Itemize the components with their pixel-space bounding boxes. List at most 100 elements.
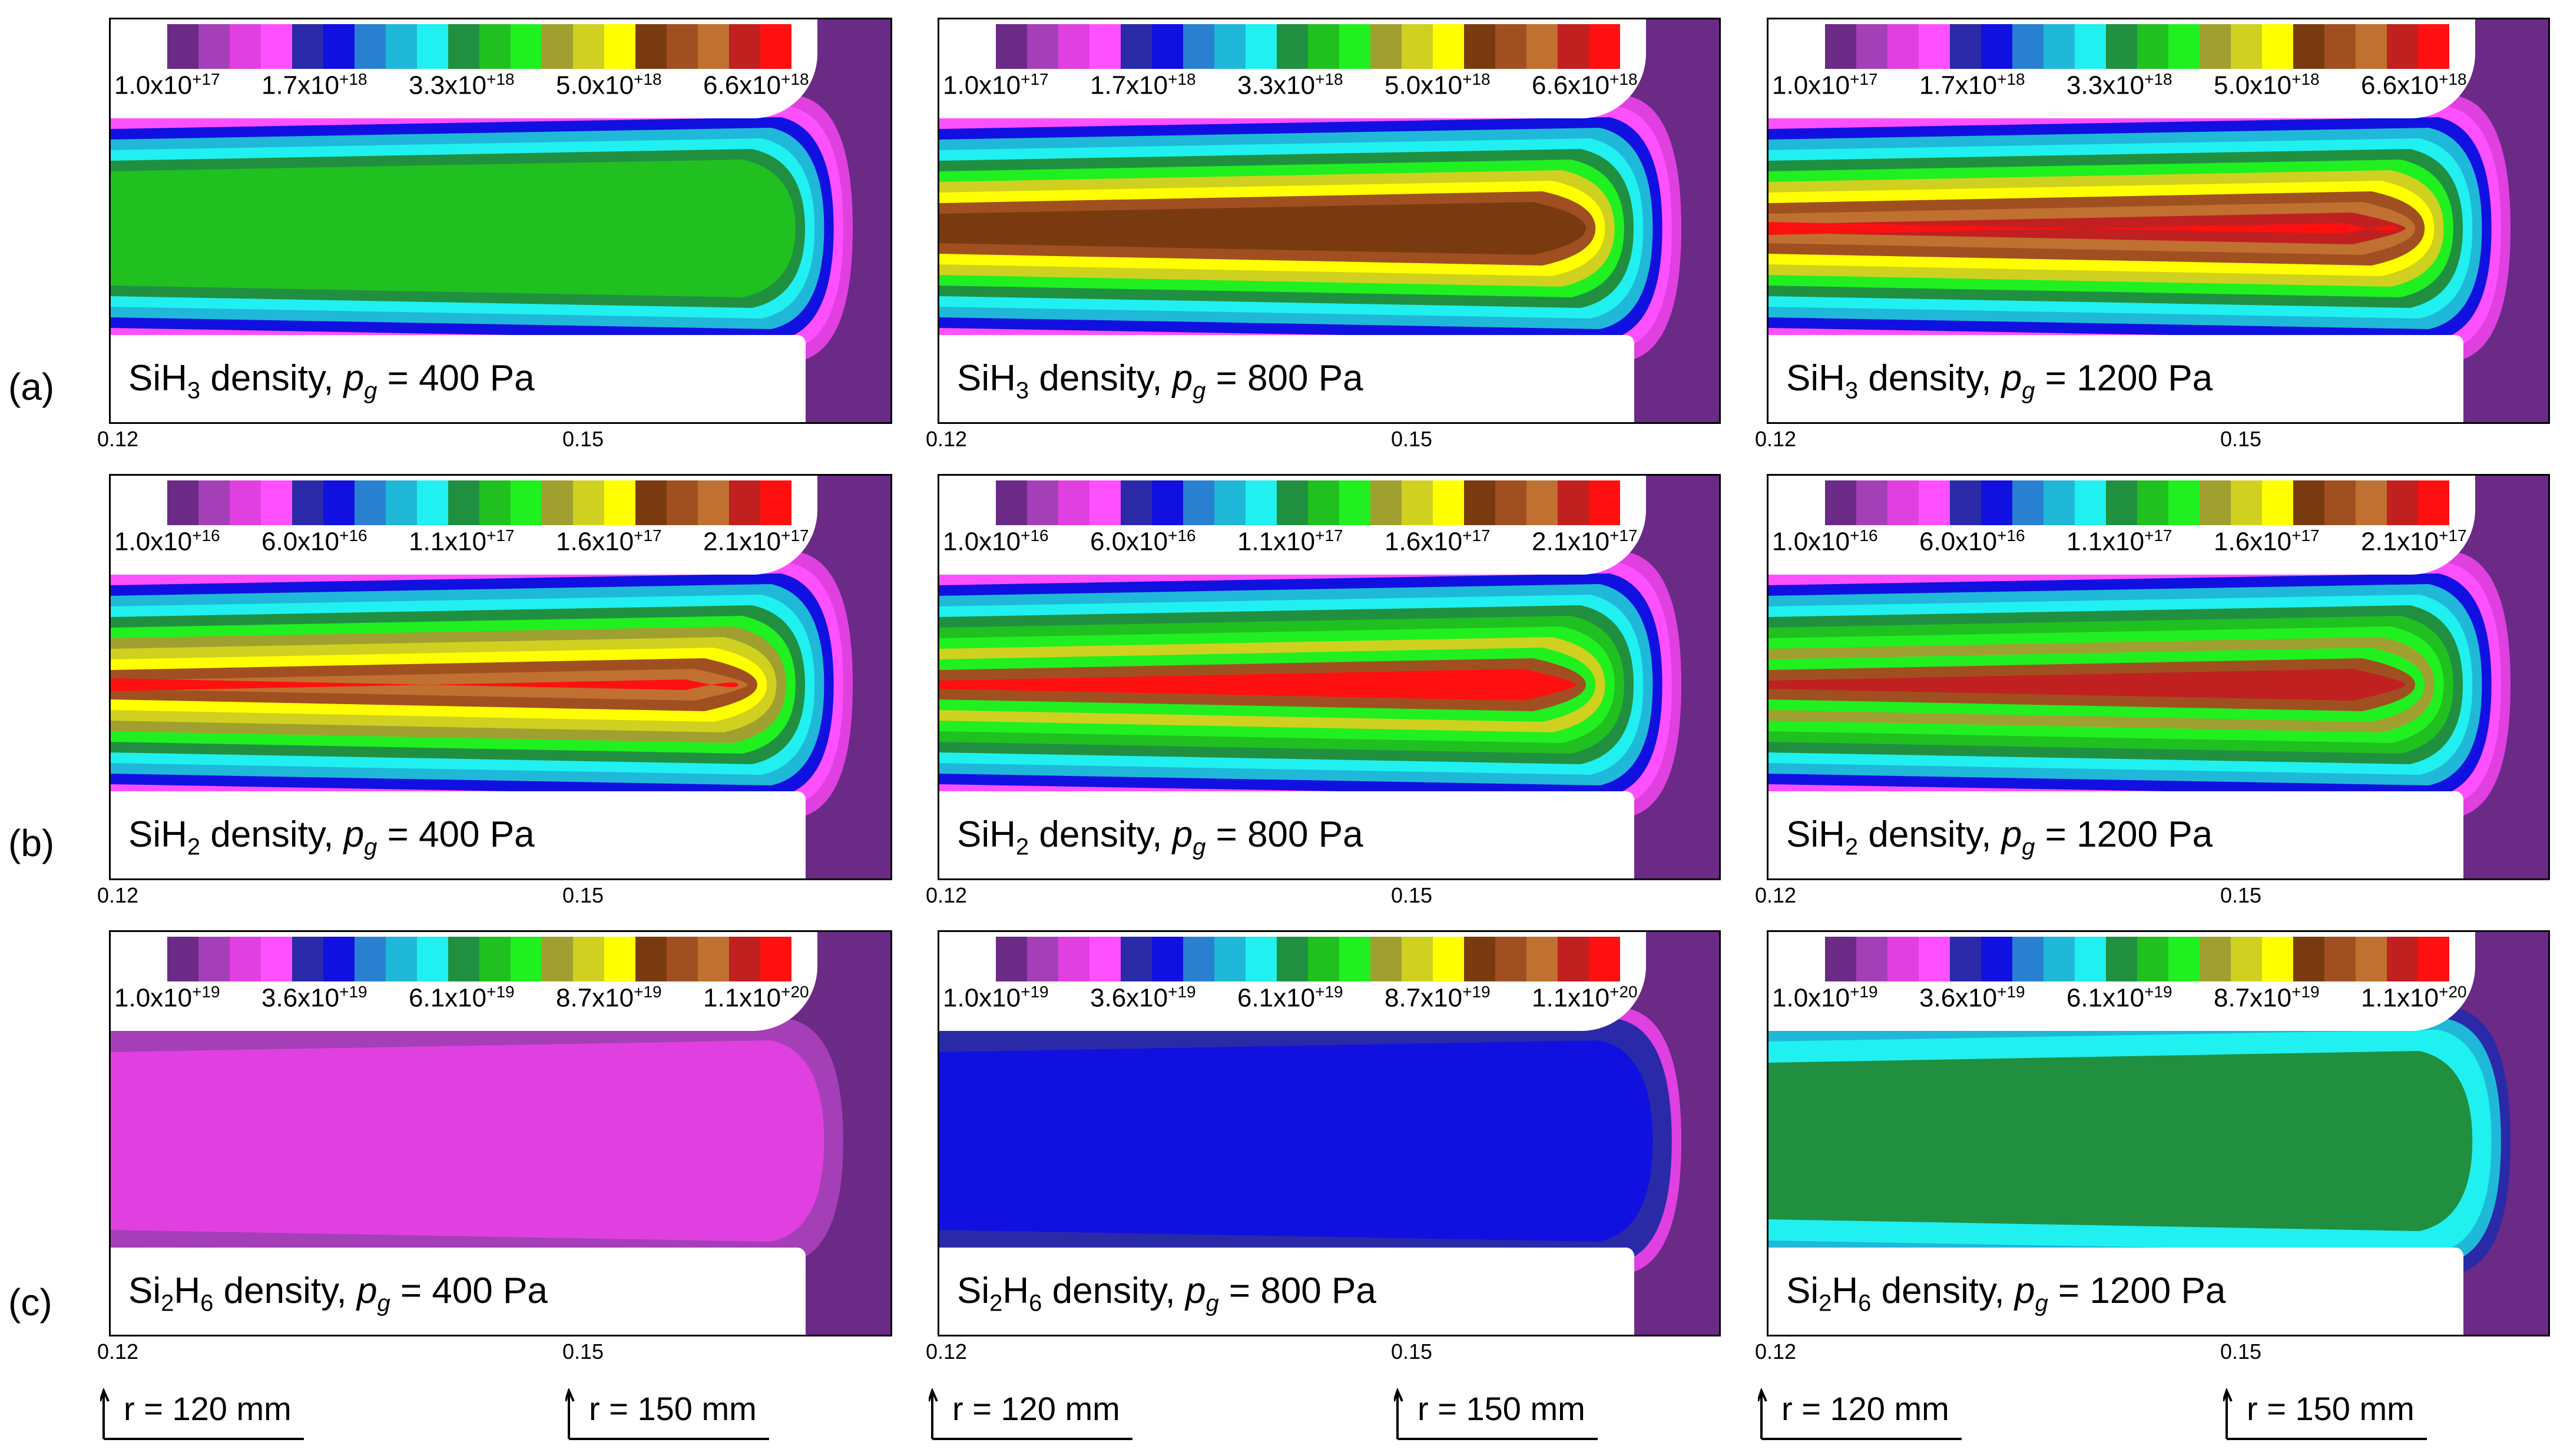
colorbar-swatch: [2075, 937, 2106, 981]
colorbar-tick-label: 3.6x10+19: [1919, 983, 2025, 1013]
density-field: [1768, 932, 2548, 1335]
colorbar-swatch: [2012, 937, 2044, 981]
colorbar-tick-label: 1.1x10+20: [1532, 983, 1638, 1013]
colorbar-swatch: [1152, 480, 1183, 525]
colorbar-swatch: [1027, 937, 1058, 981]
colorbar-swatch: [355, 480, 386, 525]
colorbar-swatch: [1433, 24, 1464, 69]
colorbar-tick-label: 1.0x10+16: [1772, 526, 1878, 556]
row-label: (c): [8, 1281, 52, 1324]
colorbar-swatch: [1589, 480, 1620, 525]
colorbar-swatch: [2293, 24, 2324, 69]
colorbar-swatch: [2293, 480, 2324, 525]
colorbar-swatch: [2168, 24, 2200, 69]
colorbar-swatch: [760, 937, 791, 981]
colorbar-swatch: [198, 24, 230, 69]
colorbar-swatch: [323, 480, 355, 525]
axis-tick-label: 0.15: [562, 427, 604, 451]
colorbar-tick-label: 3.3x10+18: [2066, 70, 2172, 100]
colorbar-swatch: [292, 937, 323, 981]
colorbar-tick-label: 1.0x10+17: [1772, 70, 1878, 100]
axis-tick-label: 0.15: [2220, 883, 2262, 907]
radius-marker: r = 150 mm: [2223, 1388, 2427, 1440]
colorbar-swatch: [386, 480, 417, 525]
colorbar-swatch: [2387, 24, 2418, 69]
colorbar-swatch: [2356, 937, 2387, 981]
colorbar-swatch: [1402, 480, 1433, 525]
colorbar: [167, 24, 791, 69]
colorbar-swatch: [2200, 24, 2231, 69]
colorbar: [996, 24, 1620, 69]
colorbar-swatch: [355, 937, 386, 981]
radius-marker-label: r = 120 mm: [952, 1390, 1120, 1427]
colorbar-swatch: [261, 480, 292, 525]
colorbar: [167, 480, 791, 525]
density-field: [1768, 476, 2548, 878]
panel-caption: SiH2 density, pg = 1200 Pa: [1768, 791, 2463, 878]
colorbar-swatch: [698, 24, 729, 69]
colorbar-swatch: [1825, 24, 1856, 69]
colorbar-tick-label: 6.6x10+18: [1532, 70, 1638, 100]
colorbar-tick-label: 1.7x10+18: [1090, 70, 1196, 100]
colorbar-swatch: [2137, 937, 2168, 981]
colorbar-swatch: [417, 480, 448, 525]
colorbar-swatch: [2168, 480, 2200, 525]
colorbar-swatch: [667, 937, 698, 981]
colorbar-swatch: [2012, 480, 2044, 525]
colorbar-swatch: [323, 937, 355, 981]
axis-tick-label: 0.15: [2220, 1339, 2262, 1364]
colorbar-swatch: [1121, 937, 1152, 981]
colorbar-swatch: [1433, 480, 1464, 525]
colorbar-swatch: [2168, 937, 2200, 981]
radius-marker: r = 120 mm: [929, 1388, 1132, 1440]
colorbar-swatch: [1919, 24, 1950, 69]
colorbar-swatch: [542, 480, 573, 525]
axis-tick-label: 0.12: [926, 883, 968, 907]
colorbar-tick-label: 5.0x10+18: [2214, 70, 2320, 100]
colorbar-swatch: [1526, 24, 1558, 69]
axis-tick-label: 0.12: [1755, 883, 1797, 907]
colorbar-tick-label: 1.7x10+18: [261, 70, 367, 100]
colorbar-swatch: [996, 937, 1027, 981]
colorbar-tick-label: 2.1x10+17: [2361, 526, 2467, 556]
contour-band: [939, 669, 1577, 701]
panel-caption: Si2H6 density, pg = 800 Pa: [939, 1248, 1634, 1335]
colorbar-swatch: [2356, 24, 2387, 69]
colorbar-swatch: [604, 480, 635, 525]
colorbar-tick-label: 5.0x10+18: [556, 70, 662, 100]
colorbar-swatch: [1856, 24, 1887, 69]
colorbar-swatch: [2418, 480, 2449, 525]
colorbar-swatch: [355, 24, 386, 69]
colorbar-swatch: [2106, 937, 2137, 981]
colorbar-swatch: [1495, 937, 1526, 981]
colorbar-swatch: [198, 480, 230, 525]
colorbar-swatch: [1183, 480, 1214, 525]
colorbar-tick-label: 3.3x10+18: [1237, 70, 1343, 100]
density-field: [939, 476, 1719, 878]
density-panel: 1.0x10+17 1.7x10+18 3.3x10+18 5.0x10+18 6.6x…: [109, 18, 892, 424]
colorbar-swatch: [1246, 937, 1277, 981]
colorbar-swatch: [1277, 480, 1308, 525]
colorbar-swatch: [1402, 937, 1433, 981]
density-panel: 1.0x10+19 3.6x10+19 6.1x10+19 8.7x10+19 1.1x…: [109, 930, 892, 1336]
density-panel: 1.0x10+19 3.6x10+19 6.1x10+19 8.7x10+19 1.1x…: [1767, 930, 2550, 1336]
colorbar-swatch: [667, 24, 698, 69]
colorbar-swatch: [2324, 480, 2356, 525]
colorbar-swatch: [2324, 937, 2356, 981]
colorbar-swatch: [448, 937, 479, 981]
colorbar-swatch: [573, 24, 604, 69]
density-panel: 1.0x10+17 1.7x10+18 3.3x10+18 5.0x10+18 6.6x…: [1767, 18, 2550, 424]
radius-marker: r = 120 mm: [1758, 1388, 1962, 1440]
colorbar-swatch: [261, 937, 292, 981]
radius-marker-label: r = 150 mm: [2247, 1390, 2415, 1427]
colorbar-swatch: [542, 937, 573, 981]
colorbar-swatch: [698, 480, 729, 525]
colorbar-swatch: [1887, 937, 1919, 981]
panel-caption: Si2H6 density, pg = 1200 Pa: [1768, 1248, 2463, 1335]
colorbar-swatch: [1058, 24, 1089, 69]
colorbar-swatch: [996, 480, 1027, 525]
colorbar-swatch: [1058, 937, 1089, 981]
colorbar-swatch: [1246, 480, 1277, 525]
density-field: [939, 932, 1719, 1335]
colorbar-tick-label: 1.1x10+20: [2361, 983, 2467, 1013]
